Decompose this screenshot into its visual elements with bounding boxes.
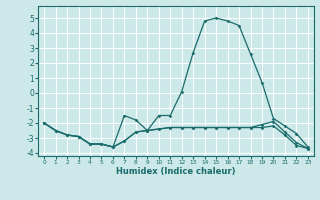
X-axis label: Humidex (Indice chaleur): Humidex (Indice chaleur) bbox=[116, 167, 236, 176]
